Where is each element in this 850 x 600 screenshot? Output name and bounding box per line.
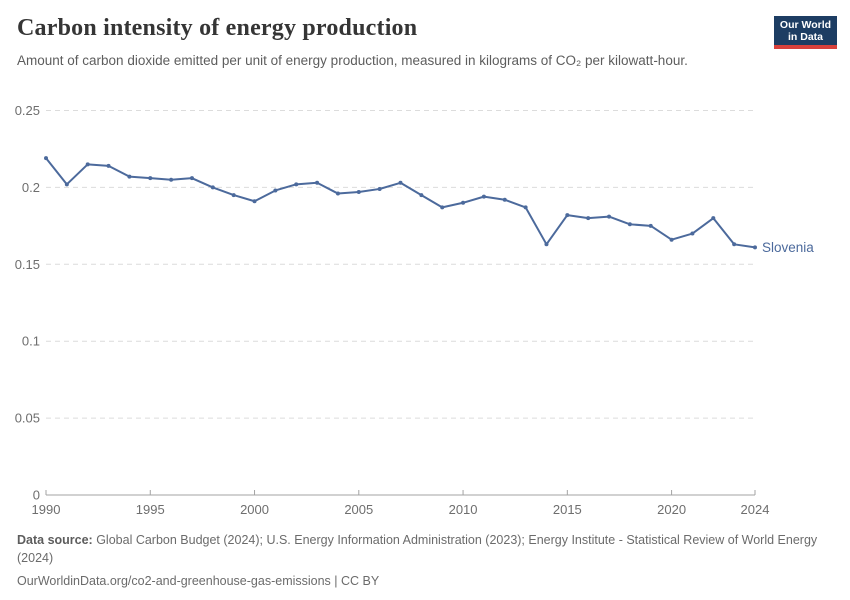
data-point[interactable] — [711, 216, 716, 221]
data-point[interactable] — [335, 191, 340, 196]
data-source-text: Global Carbon Budget (2024); U.S. Energy… — [17, 533, 818, 565]
logo-line-2: in Data — [787, 30, 823, 43]
owid-logo[interactable]: Our World in Data — [774, 16, 837, 49]
series-line[interactable] — [45, 157, 756, 249]
data-point[interactable] — [148, 176, 153, 181]
chart-subtitle: Amount of carbon dioxide emitted per uni… — [17, 53, 688, 68]
data-point[interactable] — [294, 182, 299, 187]
entity-label[interactable]: Slovenia — [762, 240, 814, 255]
data-point[interactable] — [732, 242, 737, 247]
data-point[interactable] — [106, 163, 111, 168]
data-point[interactable] — [398, 180, 403, 185]
line-chart-svg[interactable]: 0 0.05 0.1 0.15 0.2 0.25 1990 1995 2000 2005 2010 2… — [0, 95, 850, 530]
data-point[interactable] — [481, 194, 486, 199]
chart-title: Carbon intensity of energy production — [17, 15, 418, 41]
data-point[interactable] — [565, 213, 570, 218]
data-point[interactable] — [231, 193, 236, 198]
data-point[interactable] — [210, 185, 215, 190]
logo-red-bar — [774, 45, 837, 49]
y-tick-label: 0 — [33, 488, 40, 503]
data-point[interactable] — [648, 223, 653, 228]
data-point[interactable] — [627, 222, 632, 227]
y-tick-label: 0.15 — [15, 257, 40, 272]
data-point[interactable] — [607, 214, 612, 219]
x-tick-label: 1990 — [32, 502, 61, 517]
data-point[interactable] — [502, 197, 507, 202]
data-source-label: Data source: — [17, 533, 93, 547]
data-point[interactable] — [127, 174, 132, 179]
data-point[interactable] — [252, 199, 257, 204]
data-point[interactable] — [315, 180, 320, 185]
y-tick-label: 0.25 — [15, 103, 40, 118]
data-point[interactable] — [273, 188, 278, 193]
data-point[interactable] — [690, 231, 695, 236]
logo-line-1: Our World — [779, 18, 832, 31]
data-point[interactable] — [440, 205, 445, 210]
x-tick-label: 2015 — [553, 502, 582, 517]
data-point[interactable] — [461, 200, 466, 205]
data-point[interactable] — [419, 193, 424, 198]
x-tick-label: 2000 — [240, 502, 269, 517]
data-point[interactable] — [85, 162, 90, 167]
data-point[interactable] — [169, 177, 174, 182]
data-point[interactable] — [753, 245, 757, 250]
y-tick-label: 0.1 — [22, 334, 40, 349]
y-tick-label: 0.2 — [22, 180, 40, 195]
y-tick-label: 0.05 — [15, 411, 40, 426]
data-point[interactable] — [44, 156, 48, 161]
x-tick-label: 2020 — [657, 502, 686, 517]
data-point[interactable] — [523, 205, 528, 210]
owid-logo-text: Our World in Data — [774, 16, 837, 45]
data-source-line: Data source: Global Carbon Budget (2024)… — [17, 531, 835, 567]
data-point[interactable] — [544, 242, 549, 247]
x-tick-label: 1995 — [136, 502, 165, 517]
data-point[interactable] — [189, 176, 194, 181]
x-tick-label: 2005 — [344, 502, 373, 517]
footer-link[interactable]: OurWorldinData.org/co2-and-greenhouse-ga… — [17, 574, 380, 588]
chart-footer: Data source: Global Carbon Budget (2024)… — [17, 531, 835, 590]
data-point[interactable] — [377, 186, 382, 191]
data-point[interactable] — [64, 182, 69, 187]
line-chart-canvas[interactable]: 0 0.05 0.1 0.15 0.2 0.25 1990 1995 2000 2005 2010 2… — [0, 95, 850, 530]
data-point[interactable] — [356, 190, 361, 195]
x-tick-label: 2024 — [741, 502, 770, 517]
data-point[interactable] — [669, 237, 674, 242]
data-point[interactable] — [586, 216, 591, 221]
x-tick-label: 2010 — [449, 502, 478, 517]
